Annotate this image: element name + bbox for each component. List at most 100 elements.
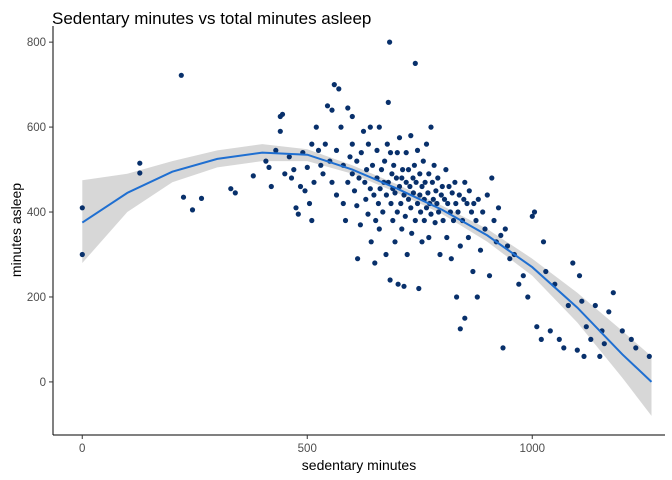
data-point: [79, 251, 85, 258]
data-point: [387, 277, 393, 283]
data-point: [454, 294, 460, 300]
data-point: [646, 353, 652, 359]
data-point: [500, 345, 506, 351]
data-point: [396, 183, 403, 190]
data-point: [277, 128, 283, 134]
data-point: [417, 171, 423, 177]
data-point: [340, 200, 346, 207]
data-point: [583, 324, 589, 330]
data-point: [588, 336, 594, 342]
data-point: [291, 167, 297, 173]
data-point: [426, 234, 432, 241]
data-point: [392, 190, 398, 196]
data-point: [399, 226, 405, 232]
data-point: [414, 147, 421, 153]
data-point: [392, 239, 398, 245]
data-point: [311, 179, 317, 185]
data-point: [373, 217, 379, 224]
data-point: [408, 133, 414, 139]
data-point: [435, 175, 441, 181]
data-point: [393, 175, 399, 181]
data-point: [446, 183, 452, 190]
data-point: [457, 243, 463, 249]
data-point: [268, 183, 274, 190]
data-point: [189, 207, 196, 213]
data-point: [368, 239, 374, 245]
data-point: [351, 188, 358, 194]
data-point: [396, 135, 403, 141]
data-point: [441, 196, 448, 202]
data-point: [556, 336, 562, 342]
data-point: [520, 273, 526, 279]
data-point: [420, 158, 426, 164]
data-point: [529, 213, 535, 219]
data-point: [412, 60, 418, 66]
data-point: [390, 217, 396, 224]
data-point: [431, 162, 437, 168]
x-tick-label: 0: [79, 443, 85, 455]
data-point: [389, 171, 395, 177]
data-point: [374, 147, 380, 153]
data-point: [574, 347, 580, 353]
data-point: [282, 171, 288, 177]
y-axis-title: minutes asleep: [8, 183, 24, 277]
data-point: [465, 234, 471, 241]
smooth-line: [81, 151, 653, 383]
data-point: [377, 186, 383, 192]
data-point: [433, 188, 439, 194]
data-point: [534, 324, 540, 330]
data-point: [471, 200, 477, 207]
data-point: [475, 196, 481, 202]
data-point: [288, 175, 295, 181]
data-point: [358, 150, 364, 156]
data-point: [342, 217, 349, 224]
data-point: [419, 183, 425, 190]
data-point: [601, 341, 607, 347]
data-point: [502, 226, 508, 232]
data-point: [466, 188, 472, 194]
data-point: [606, 309, 612, 315]
data-point: [306, 200, 313, 207]
data-point: [383, 251, 389, 258]
data-point: [365, 211, 371, 217]
data-point: [354, 203, 360, 209]
data-point: [401, 192, 407, 198]
x-tick-label: 1000: [519, 443, 545, 455]
data-point: [371, 192, 377, 198]
data-point: [362, 179, 368, 185]
data-point: [394, 209, 400, 215]
data-point: [486, 273, 493, 279]
data-point: [579, 298, 585, 304]
data-point: [387, 150, 394, 156]
data-point: [409, 230, 415, 236]
data-point: [477, 247, 484, 253]
data-point: [388, 200, 394, 207]
data-point: [347, 154, 353, 160]
data-point: [440, 217, 446, 224]
data-point: [376, 226, 382, 232]
data-point: [399, 175, 405, 181]
data-point: [385, 99, 391, 105]
data-point: [495, 205, 502, 211]
data-point: [412, 217, 418, 224]
data-point: [439, 183, 445, 190]
y-tick-label: 800: [27, 37, 46, 49]
data-point: [295, 211, 301, 217]
data-point: [410, 175, 416, 181]
data-point: [382, 158, 388, 164]
data-point: [304, 164, 310, 170]
data-point: [365, 141, 371, 147]
data-point: [428, 124, 434, 130]
data-point: [345, 179, 351, 185]
data-point: [450, 217, 457, 224]
data-point: [491, 217, 497, 224]
data-point: [423, 141, 430, 147]
confidence-ribbon: [82, 144, 652, 416]
data-point: [329, 107, 335, 113]
data-point: [516, 281, 522, 287]
data-point: [565, 302, 571, 309]
data-point: [525, 294, 531, 300]
data-point: [482, 226, 488, 232]
data-point: [384, 141, 390, 147]
data-point: [426, 171, 432, 177]
